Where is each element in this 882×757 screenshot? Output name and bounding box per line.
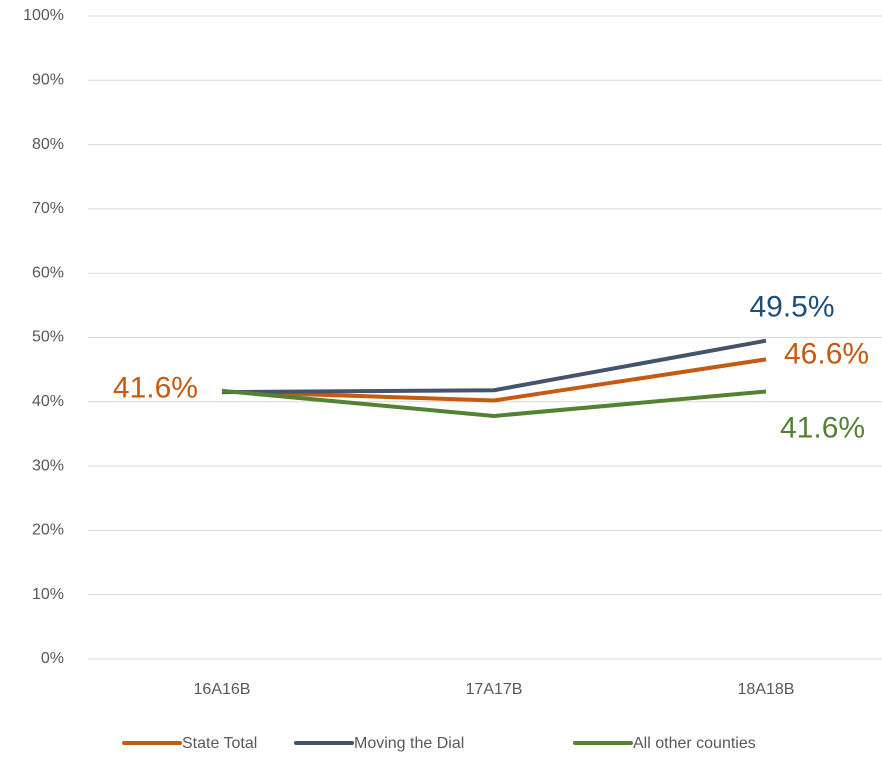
- y-tick-label: 60%: [32, 264, 64, 281]
- y-tick-label: 40%: [32, 393, 64, 410]
- y-tick-label: 100%: [23, 7, 64, 24]
- series-line: [221, 338, 767, 395]
- data-label: 49.5%: [749, 291, 834, 324]
- x-tick-label: 18A18B: [738, 681, 795, 698]
- y-tick-label: 80%: [32, 136, 64, 153]
- legend-label: State Total: [182, 735, 257, 752]
- data-label: 41.6%: [113, 371, 198, 404]
- y-tick-label: 30%: [32, 457, 64, 474]
- x-tick-label: 16A16B: [194, 681, 251, 698]
- legend-label: All other counties: [633, 735, 756, 752]
- y-tick-label: 90%: [32, 72, 64, 89]
- data-label: 46.6%: [784, 337, 869, 370]
- y-tick-label: 50%: [32, 329, 64, 346]
- legend-label: Moving the Dial: [354, 735, 464, 752]
- series-line: [221, 357, 767, 403]
- x-tick-label: 17A17B: [466, 681, 523, 698]
- y-tick-label: 70%: [32, 200, 64, 217]
- y-tick-label: 20%: [32, 522, 64, 539]
- y-tick-label: 0%: [41, 650, 64, 667]
- y-tick-label: 10%: [32, 586, 64, 603]
- series-line: [221, 388, 767, 418]
- data-label: 41.6%: [780, 411, 865, 444]
